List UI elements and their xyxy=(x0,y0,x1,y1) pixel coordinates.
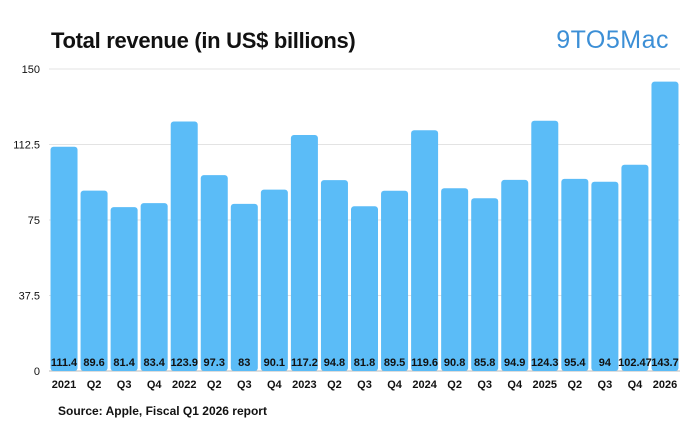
x-tick-label: Q3 xyxy=(477,379,492,391)
bars: 111.4 89.6 81.4 83.4 123.9 97.3 83 90.1 117.2 94.… xyxy=(50,81,679,372)
bar xyxy=(290,135,318,371)
bar xyxy=(170,121,198,371)
bar xyxy=(260,189,288,371)
bar xyxy=(651,81,679,372)
y-tick-label: 75 xyxy=(28,215,40,227)
bar-value-label: 102.47 xyxy=(618,357,652,369)
x-tick-label: Q4 xyxy=(387,379,403,391)
bar-value-label: 95.4 xyxy=(564,357,586,369)
bar-value-label: 83 xyxy=(238,357,250,369)
x-tick-label: 2021 xyxy=(52,379,76,391)
bar-value-label: 123.9 xyxy=(170,357,198,369)
bar-value-label: 111.4 xyxy=(51,357,78,369)
x-tick-label: Q4 xyxy=(267,379,283,391)
x-tick-label: 2022 xyxy=(172,379,196,391)
bar-value-label: 94 xyxy=(599,357,612,369)
bar-value-label: 94.9 xyxy=(504,357,525,369)
bar-value-label: 85.8 xyxy=(474,357,495,369)
bar xyxy=(381,190,409,371)
bar-value-label: 81.8 xyxy=(354,357,375,369)
bar xyxy=(441,188,469,371)
x-tick-label: Q4 xyxy=(628,379,644,391)
bar xyxy=(411,130,439,371)
x-tick-label: Q2 xyxy=(327,379,342,391)
y-tick-label: 112.5 xyxy=(13,140,40,152)
bar xyxy=(351,206,378,371)
x-tick-label: Q4 xyxy=(507,379,523,391)
bar xyxy=(621,164,649,371)
source-note: Source: Apple, Fiscal Q1 2026 report xyxy=(58,404,267,418)
bar xyxy=(501,179,529,371)
bar-value-label: 97.3 xyxy=(204,357,225,369)
chart-title: Total revenue (in US$ billions) xyxy=(51,28,356,53)
x-tick-label: 2025 xyxy=(533,379,557,391)
x-tick-label: Q4 xyxy=(147,379,163,391)
bar xyxy=(561,178,589,371)
bar-value-label: 143.7 xyxy=(651,357,679,369)
bar xyxy=(230,203,258,371)
x-tick-label: 2026 xyxy=(653,379,677,391)
x-tick-label: 2023 xyxy=(292,379,316,391)
y-tick-label: 0 xyxy=(34,366,40,378)
x-tick-label: Q3 xyxy=(598,379,613,391)
bar-value-label: 90.1 xyxy=(264,357,285,369)
bar-chart: 0 37.5 75 112.5 150 111.4 89.6 81.4 83.4 123.9 97… xyxy=(13,64,680,391)
x-tick-label: Q2 xyxy=(447,379,462,391)
x-tick-label: Q3 xyxy=(357,379,372,391)
bar xyxy=(200,175,228,371)
bar-value-label: 124.3 xyxy=(531,357,559,369)
bar xyxy=(531,120,559,371)
bar xyxy=(140,203,168,371)
bar xyxy=(50,146,78,371)
x-tick-label: Q3 xyxy=(237,379,252,391)
bar-value-label: 83.4 xyxy=(143,357,165,369)
bar-value-label: 89.5 xyxy=(384,357,405,369)
bar xyxy=(320,180,348,371)
bar-value-label: 90.8 xyxy=(444,357,465,369)
bar xyxy=(80,190,108,371)
bar xyxy=(591,181,619,371)
bar-value-label: 119.6 xyxy=(411,357,438,369)
bar xyxy=(110,207,138,371)
y-tick-label: 150 xyxy=(22,64,40,76)
x-tick-label: Q2 xyxy=(207,379,222,391)
x-tick-label: Q2 xyxy=(87,379,102,391)
bar-value-label: 89.6 xyxy=(83,357,104,369)
x-tick-label: Q3 xyxy=(117,379,132,391)
y-axis: 0 37.5 75 112.5 150 xyxy=(13,64,40,378)
x-tick-label: Q2 xyxy=(567,379,582,391)
x-axis: 2021 Q2 Q3 Q4 2022 Q2 Q3 Q4 2023 Q2 Q3 Q4 2024 Q2 Q3 Q4… xyxy=(52,379,677,391)
bar-value-label: 117.2 xyxy=(291,357,318,369)
x-tick-label: 2024 xyxy=(412,379,437,391)
brand-logo: 9TO5Mac xyxy=(556,26,669,54)
bar-value-label: 94.8 xyxy=(324,357,345,369)
y-tick-label: 37.5 xyxy=(19,291,40,303)
bar-value-label: 81.4 xyxy=(113,357,135,369)
bar xyxy=(471,198,499,371)
